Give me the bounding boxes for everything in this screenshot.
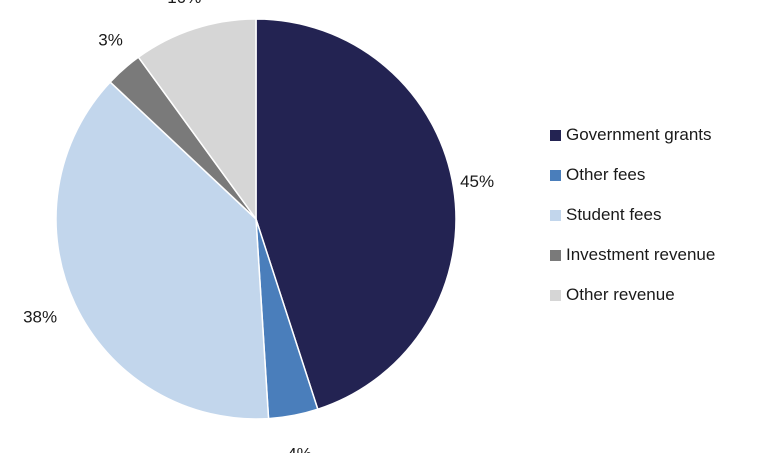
legend-item-other-fees: Other fees	[550, 155, 715, 195]
legend-label: Other revenue	[566, 285, 675, 304]
legend-item-government-grants: Government grants	[550, 115, 715, 155]
legend-swatch	[550, 129, 561, 141]
chart-legend: Government grants Other fees Student fees I…	[550, 115, 715, 315]
legend-label: Student fees	[566, 205, 662, 224]
pie-value-label-government-grants: 45%	[460, 172, 494, 191]
legend-swatch	[550, 169, 561, 181]
legend-swatch	[550, 249, 561, 261]
pie-value-labels: 45% 4% 38% 3% 10%	[23, 0, 494, 453]
legend-label: Other fees	[566, 165, 646, 184]
legend-item-student-fees: Student fees	[550, 195, 715, 235]
pie-value-label-other-revenue: 10%	[167, 0, 201, 7]
pie-value-label-other-fees: 4%	[287, 444, 312, 453]
pie-value-label-investment-revenue: 3%	[98, 30, 123, 49]
legend-swatch	[550, 289, 561, 301]
pie-slice-government-grants	[255, 18, 457, 411]
legend-item-investment-revenue: Investment revenue	[550, 235, 715, 275]
pie-slice-other-revenue	[137, 18, 257, 222]
pie-value-label-student-fees: 38%	[23, 307, 57, 326]
legend-item-other-revenue: Other revenue	[550, 275, 715, 315]
legend-label: Government grants	[566, 125, 712, 144]
pie-slices	[55, 18, 457, 420]
legend-label: Investment revenue	[566, 245, 716, 264]
legend-swatch	[550, 209, 561, 221]
pie-slice-student-fees	[55, 81, 270, 420]
